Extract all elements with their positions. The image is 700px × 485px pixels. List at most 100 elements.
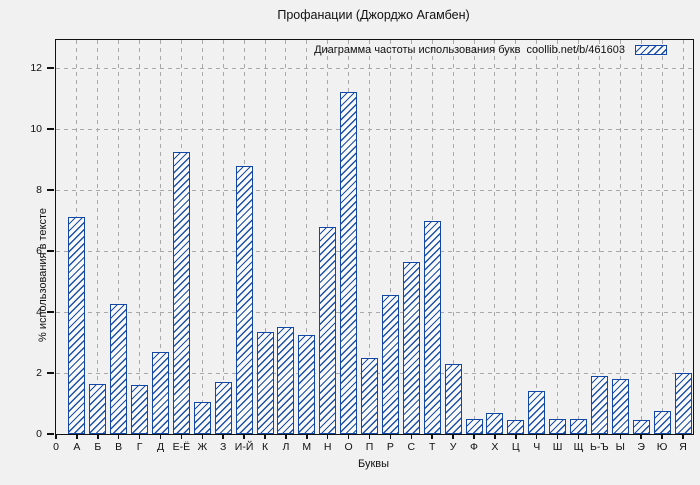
x-tick-label: Х: [491, 441, 499, 453]
gridline-vertical: [222, 40, 224, 434]
x-tick-label: Ц: [511, 441, 520, 453]
x-tick-label: У: [449, 441, 457, 453]
hatch-swatch-icon: [635, 45, 667, 55]
bar-Р: [381, 295, 399, 434]
gridline-vertical: [264, 40, 266, 434]
x-tick-label: Ю: [656, 441, 668, 453]
bar-Ь-Ъ: [590, 376, 608, 434]
bar-У: [444, 363, 462, 434]
x-axis-tick: [201, 434, 204, 439]
bar-Ч: [528, 391, 546, 434]
x-tick-label: Ж: [197, 441, 208, 453]
x-tick-label: И-Й: [234, 441, 254, 453]
y-axis-tick: [47, 128, 54, 130]
x-tick-label: Ф: [470, 441, 478, 453]
bar-Ш: [549, 418, 567, 434]
bar-Н: [319, 226, 337, 434]
bar-Ы: [611, 379, 629, 434]
x-axis-tick: [598, 434, 601, 439]
x-axis-tick: [76, 434, 78, 439]
bar-Х: [486, 412, 504, 434]
y-tick-label: 10: [30, 123, 42, 135]
y-tick-label: 12: [30, 62, 42, 74]
x-axis-tick: [347, 434, 350, 439]
gridline-vertical: [578, 40, 579, 434]
gridline-vertical: [389, 40, 391, 434]
bar-К: [256, 331, 274, 434]
bar-Б: [89, 383, 107, 434]
x-axis-tick: [410, 434, 413, 439]
gridline-horizontal: [56, 189, 693, 191]
x-axis-tick: [515, 434, 517, 439]
x-tick-label: С: [407, 441, 416, 453]
x-axis-tick: [138, 434, 141, 439]
y-axis-tick: [47, 67, 54, 69]
x-axis-tick: [682, 434, 684, 439]
y-axis-tick: [47, 372, 54, 374]
bar-Ж: [193, 401, 211, 434]
legend-label: Диаграмма частоты использования букв coo…: [314, 44, 625, 56]
plot-area: Диаграмма частоты использования букв coo…: [30, 39, 694, 453]
gridline-horizontal: [56, 311, 693, 313]
x-axis-label: Буквы: [357, 458, 390, 470]
x-axis-tick: [306, 434, 308, 439]
gridline-horizontal: [56, 250, 693, 252]
x-tick-label: Л: [282, 441, 290, 453]
x-tick-label: Б: [94, 441, 102, 453]
x-tick-label: А: [73, 441, 81, 453]
legend: Диаграмма частоты использования букв coo…: [314, 44, 667, 56]
gridline-vertical: [473, 40, 475, 434]
bar-Д: [152, 351, 169, 434]
x-axis-tick: [494, 434, 496, 439]
x-axis-tick: [535, 434, 538, 439]
gridline-vertical: [598, 40, 600, 434]
x-tick-label: Ь-Ъ: [590, 441, 609, 453]
x-axis-tick: [222, 434, 224, 439]
gridline-horizontal: [56, 67, 693, 69]
gridline-vertical: [285, 40, 287, 434]
bar-Л: [277, 327, 295, 434]
bar-И-Й: [235, 165, 253, 434]
x-tick-label: П: [365, 441, 374, 453]
bar-Г: [131, 385, 149, 434]
x-axis-tick: [55, 434, 57, 439]
gridline-vertical: [557, 40, 559, 434]
gridline-vertical: [160, 40, 161, 434]
gridline-vertical: [661, 40, 663, 434]
bar-С: [402, 261, 420, 434]
x-tick-label: Ш: [552, 441, 563, 453]
bar-Я: [674, 373, 692, 434]
gridline-vertical: [640, 40, 642, 434]
bar-В: [110, 304, 128, 434]
chart-title: Профанации (Джорджо Агамбен): [277, 8, 470, 22]
x-axis-tick: [117, 434, 120, 439]
y-axis-tick: [47, 250, 54, 252]
x-axis-tick: [285, 434, 287, 439]
y-axis-tick: [47, 433, 54, 435]
x-axis-tick: [326, 434, 329, 439]
x-tick-label: К: [261, 441, 269, 453]
gridline-vertical: [306, 40, 308, 434]
gridline-vertical: [494, 40, 496, 434]
bar-Ц: [507, 420, 525, 434]
bar-Ф: [465, 418, 483, 434]
gridline-vertical: [515, 40, 517, 434]
x-tick-label: Д: [156, 441, 165, 453]
gridline-vertical: [619, 40, 621, 434]
x-axis-tick: [661, 434, 663, 439]
x-axis-tick: [452, 434, 454, 439]
gridline-vertical: [452, 40, 454, 434]
bar-Т: [423, 220, 441, 434]
y-axis-tick: [47, 311, 54, 313]
x-tick-label: Я: [679, 441, 687, 453]
x-tick-label: Т: [428, 441, 436, 453]
bar-О: [340, 92, 358, 434]
bar-Ю: [653, 411, 671, 434]
x-tick-label-origin: 0: [53, 441, 59, 453]
x-axis-tick: [431, 434, 433, 439]
x-axis-tick: [619, 434, 622, 439]
gridline-vertical: [118, 40, 120, 434]
x-axis-tick: [577, 434, 580, 439]
x-tick-label: Е-Ё: [172, 441, 191, 453]
